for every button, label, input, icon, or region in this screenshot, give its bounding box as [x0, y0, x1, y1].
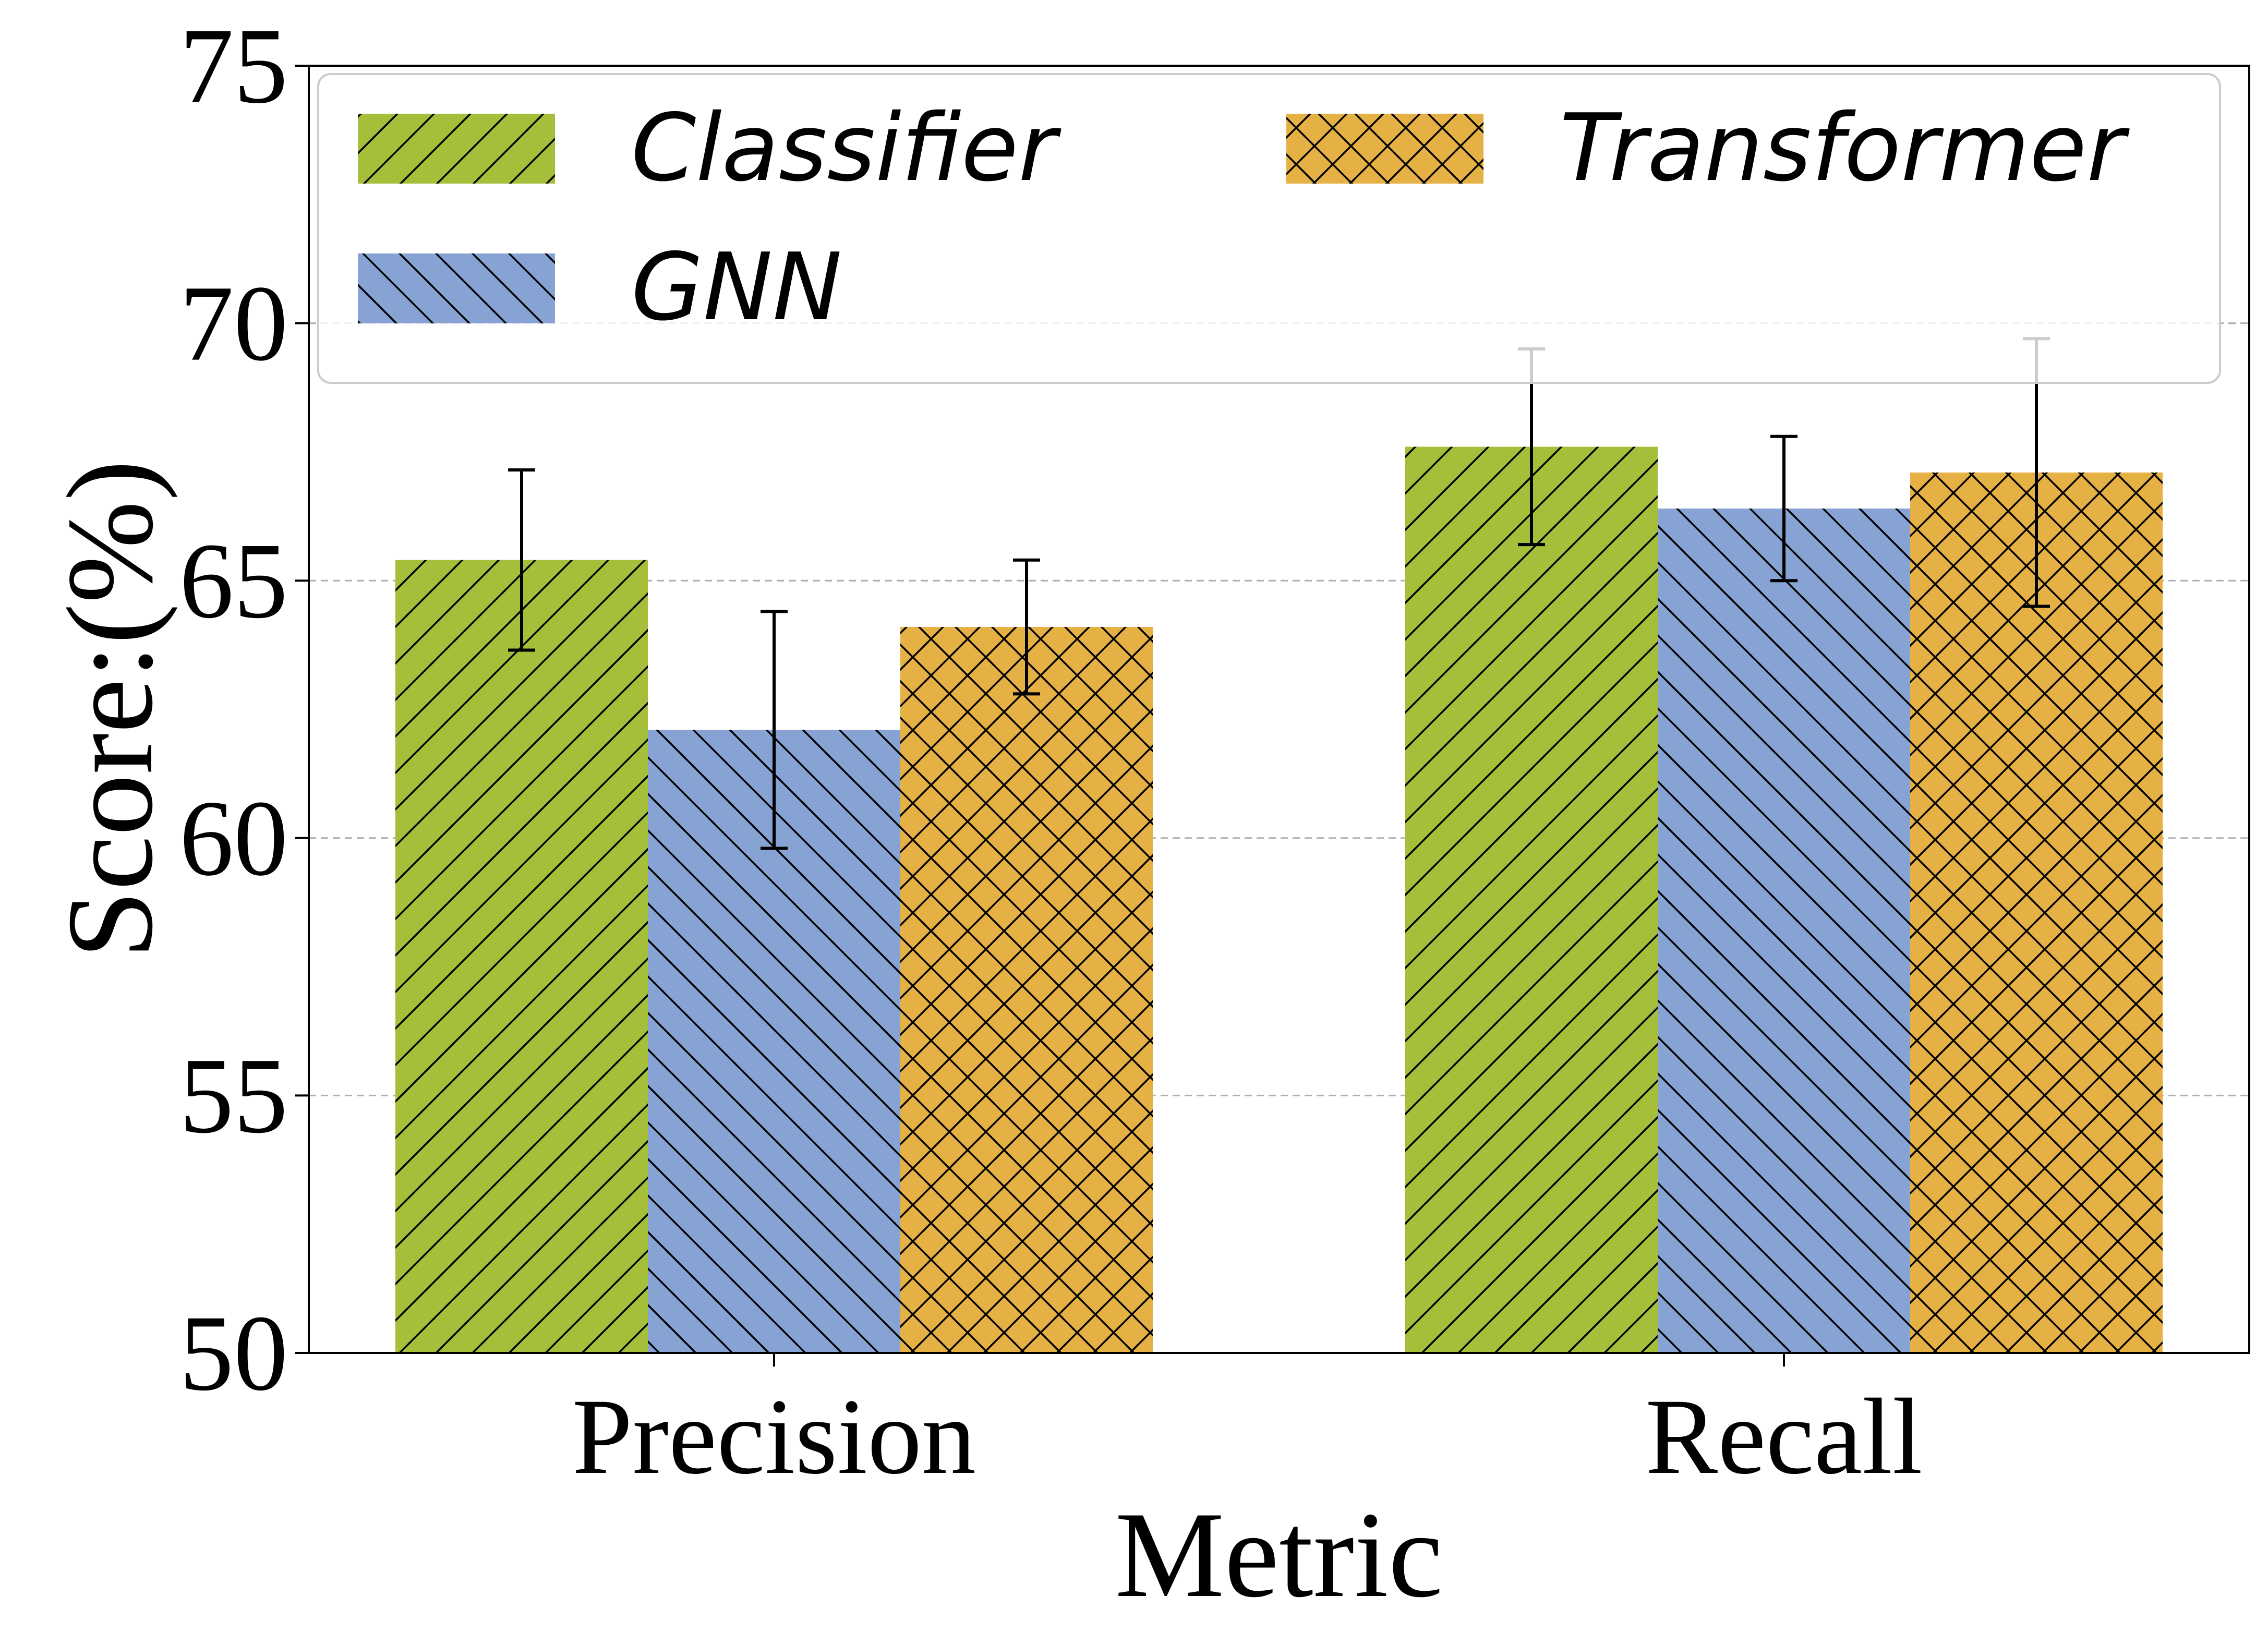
plot-area-frame: [308, 65, 2250, 1354]
y-axis: 50 55 60 65 70 75: [179, 6, 309, 1413]
legend-label-classifier: Classifier: [631, 94, 1061, 202]
legend: Classifier GNN Transformer: [317, 73, 2221, 384]
y-tick-label: 55: [179, 1035, 288, 1155]
x-tick-label: Precision: [572, 1376, 976, 1496]
bar-hatch: [900, 627, 1153, 1353]
y-tick-label: 50: [179, 1293, 288, 1413]
legend-swatch-hatch: [1286, 114, 1483, 184]
y-tick-label: 75: [179, 6, 288, 126]
y-tick-label: 65: [179, 521, 288, 640]
legend-label-gnn: GNN: [631, 233, 842, 341]
legend-box: [317, 73, 2221, 384]
legend-swatch-hatch: [358, 114, 555, 184]
y-axis-title: Score:(%): [42, 460, 178, 959]
bars-layer: [395, 446, 2163, 1353]
bar-hatch: [395, 560, 648, 1353]
x-axis-title: Metric: [1115, 1487, 1443, 1623]
x-axis: Precision Recall: [572, 1353, 1923, 1496]
legend-swatch-hatch: [358, 253, 555, 323]
bar-hatch: [1405, 446, 1658, 1353]
legend-label-transformer: Transformer: [1560, 94, 2130, 202]
x-tick-label: Recall: [1645, 1376, 1922, 1496]
bar-hatch: [1658, 508, 1910, 1353]
bar-hatch: [1910, 472, 2163, 1353]
y-tick-label: 60: [179, 778, 288, 898]
y-tick-label: 70: [179, 263, 288, 383]
